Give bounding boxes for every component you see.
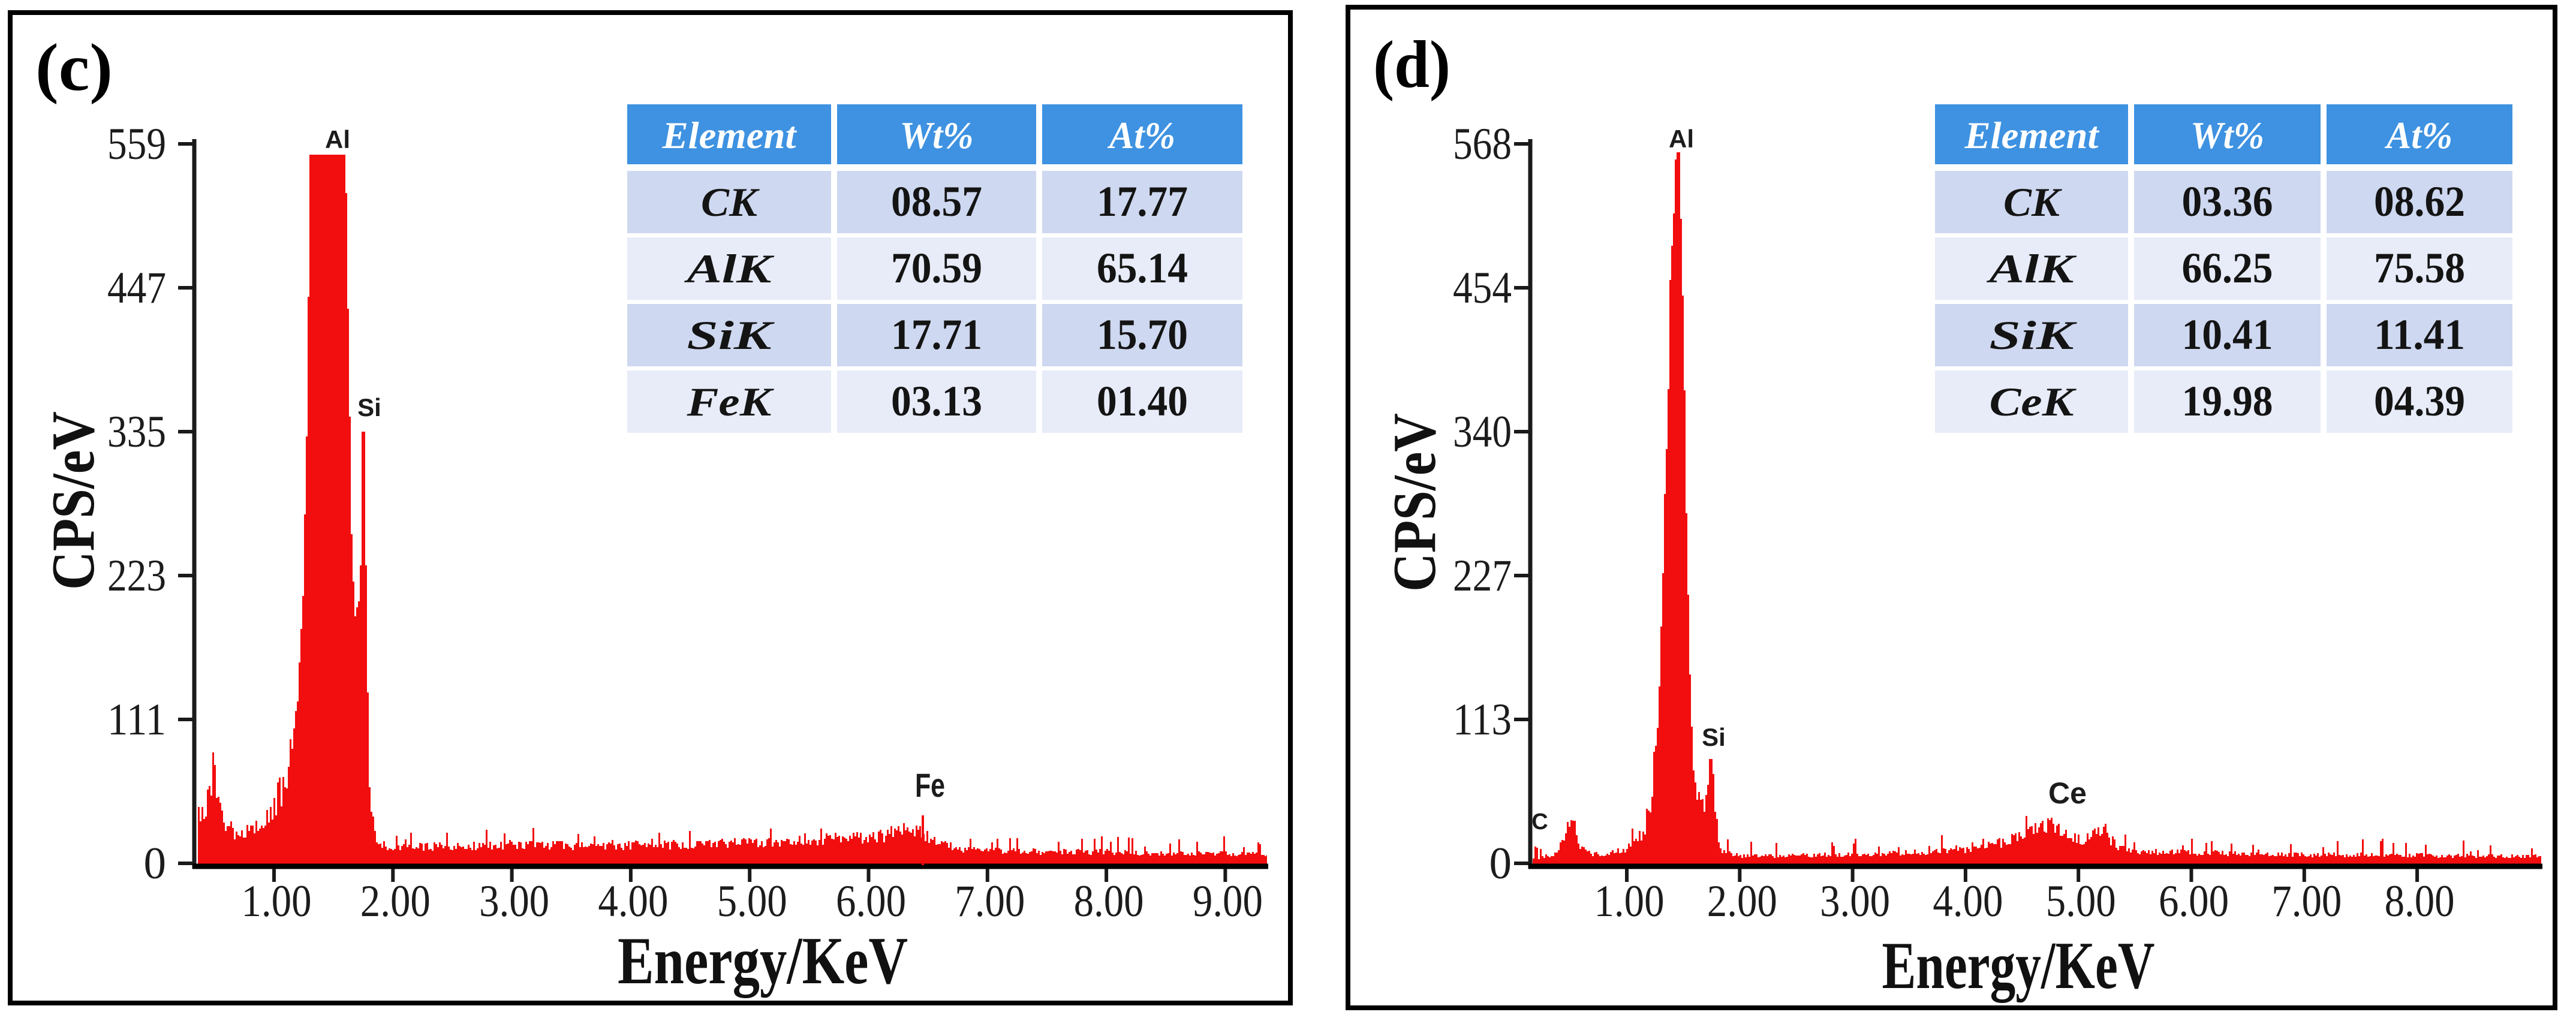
svg-text:0: 0 bbox=[1489, 839, 1512, 889]
svg-text:11.41: 11.41 bbox=[2374, 311, 2465, 359]
svg-text:3.00: 3.00 bbox=[479, 877, 549, 926]
svg-text:335: 335 bbox=[107, 407, 166, 457]
svg-text:17.77: 17.77 bbox=[1097, 177, 1188, 225]
svg-text:568: 568 bbox=[1453, 119, 1512, 169]
svg-text:559: 559 bbox=[107, 119, 166, 169]
svg-text:65.14: 65.14 bbox=[1097, 244, 1188, 292]
svg-text:7.00: 7.00 bbox=[955, 877, 1025, 926]
svg-text:03.36: 03.36 bbox=[2182, 177, 2273, 225]
svg-text:111: 111 bbox=[107, 695, 166, 745]
svg-text:Si: Si bbox=[1702, 723, 1726, 751]
svg-text:1.00: 1.00 bbox=[1594, 877, 1665, 926]
svg-text:113: 113 bbox=[1453, 695, 1512, 745]
svg-text:Wt%: Wt% bbox=[2190, 114, 2264, 156]
svg-text:CPS/eV: CPS/eV bbox=[1381, 413, 1449, 592]
svg-text:447: 447 bbox=[107, 263, 166, 313]
svg-text:08.57: 08.57 bbox=[891, 177, 982, 225]
svg-text:FeK: FeK bbox=[686, 379, 775, 424]
svg-text:04.39: 04.39 bbox=[2374, 377, 2465, 425]
svg-text:Energy/KeV: Energy/KeV bbox=[1882, 929, 2155, 1003]
svg-text:2.00: 2.00 bbox=[360, 877, 431, 926]
svg-text:6.00: 6.00 bbox=[836, 877, 906, 926]
svg-text:At%: At% bbox=[1107, 114, 1175, 156]
svg-text:Element: Element bbox=[661, 114, 797, 156]
svg-text:Ce: Ce bbox=[2048, 776, 2087, 810]
svg-text:CK: CK bbox=[701, 179, 760, 225]
svg-text:At%: At% bbox=[2384, 114, 2452, 156]
svg-text:10.41: 10.41 bbox=[2182, 311, 2273, 359]
svg-text:Fe: Fe bbox=[915, 766, 945, 804]
svg-text:SiK: SiK bbox=[1990, 312, 2078, 358]
svg-text:9.00: 9.00 bbox=[1193, 877, 1263, 926]
svg-text:227: 227 bbox=[1453, 551, 1512, 601]
svg-text:AlK: AlK bbox=[684, 246, 775, 291]
svg-text:Energy/KeV: Energy/KeV bbox=[618, 924, 908, 998]
svg-text:15.70: 15.70 bbox=[1097, 311, 1188, 359]
svg-text:1.00: 1.00 bbox=[242, 877, 312, 926]
svg-text:75.58: 75.58 bbox=[2374, 244, 2465, 292]
svg-text:4.00: 4.00 bbox=[1933, 877, 2003, 926]
svg-text:19.98: 19.98 bbox=[2182, 377, 2273, 425]
svg-text:8.00: 8.00 bbox=[2385, 877, 2455, 926]
svg-text:CPS/eV: CPS/eV bbox=[40, 411, 107, 590]
svg-text:Al: Al bbox=[325, 125, 350, 153]
svg-text:03.13: 03.13 bbox=[891, 377, 982, 425]
svg-text:AlK: AlK bbox=[1986, 246, 2077, 291]
svg-text:70.59: 70.59 bbox=[891, 244, 982, 292]
svg-text:C: C bbox=[1531, 809, 1548, 835]
svg-text:Al: Al bbox=[1669, 125, 1694, 153]
svg-text:(d): (d) bbox=[1373, 28, 1450, 102]
svg-text:SiK: SiK bbox=[687, 312, 775, 358]
svg-text:66.25: 66.25 bbox=[2182, 244, 2273, 292]
svg-text:3.00: 3.00 bbox=[1820, 877, 1890, 926]
svg-text:0: 0 bbox=[144, 839, 167, 889]
svg-text:08.62: 08.62 bbox=[2374, 177, 2465, 225]
svg-text:Wt%: Wt% bbox=[900, 114, 974, 156]
svg-text:223: 223 bbox=[107, 551, 166, 601]
svg-text:5.00: 5.00 bbox=[717, 877, 787, 926]
svg-text:2.00: 2.00 bbox=[1707, 877, 1777, 926]
svg-text:Element: Element bbox=[1964, 114, 2099, 156]
svg-text:8.00: 8.00 bbox=[1074, 877, 1144, 926]
svg-text:7.00: 7.00 bbox=[2271, 877, 2342, 926]
svg-text:Si: Si bbox=[357, 393, 381, 421]
svg-text:454: 454 bbox=[1453, 263, 1512, 313]
svg-text:6.00: 6.00 bbox=[2159, 877, 2229, 926]
svg-text:4.00: 4.00 bbox=[598, 877, 668, 926]
svg-text:01.40: 01.40 bbox=[1097, 377, 1188, 425]
svg-text:5.00: 5.00 bbox=[2046, 877, 2116, 926]
svg-text:17.71: 17.71 bbox=[891, 311, 982, 359]
svg-text:(c): (c) bbox=[35, 31, 113, 105]
svg-text:CeK: CeK bbox=[1990, 379, 2077, 424]
svg-text:CK: CK bbox=[2003, 179, 2063, 225]
svg-text:340: 340 bbox=[1453, 407, 1512, 457]
